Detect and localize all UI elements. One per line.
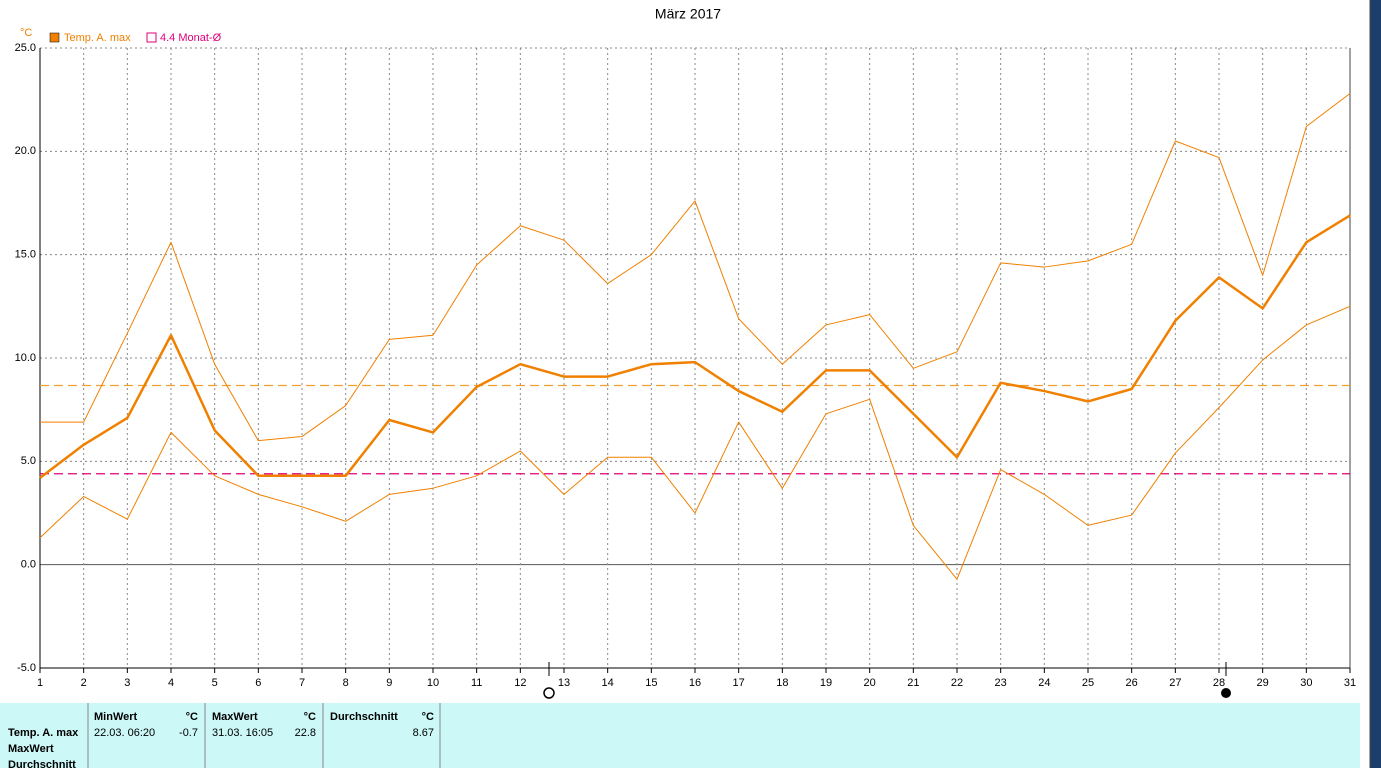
row-label: Durchschnitt <box>8 759 76 768</box>
range-line <box>39 305 1351 580</box>
column-header: MinWert <box>94 711 138 723</box>
x-tick-label: 3 <box>124 677 130 689</box>
x-tick-label: 1 <box>37 677 43 689</box>
table-background <box>0 703 1360 768</box>
moon-symbol <box>543 687 555 699</box>
range-line <box>40 93 1351 442</box>
x-tick-label: 20 <box>864 677 876 689</box>
y-tick-label: 10.0 <box>15 352 36 364</box>
x-tick-label: 13 <box>558 677 570 689</box>
x-tick-label: 25 <box>1082 677 1094 689</box>
x-tick-label: 31 <box>1344 677 1356 689</box>
x-tick-label: 21 <box>907 677 919 689</box>
legend-label: 4.4 Monat-Ø <box>160 32 222 44</box>
y-tick-label: 0.0 <box>21 559 36 571</box>
row-label: MaxWert <box>8 743 54 755</box>
legend-swatch <box>146 32 157 43</box>
x-tick-label: 18 <box>776 677 788 689</box>
cell-value: 8.67 <box>413 727 434 739</box>
x-tick-label: 29 <box>1257 677 1269 689</box>
x-tick-label: 30 <box>1300 677 1312 689</box>
column-unit: °C <box>304 711 316 723</box>
y-tick-label: 15.0 <box>15 249 36 261</box>
x-tick-label: 5 <box>212 677 218 689</box>
x-tick-label: 8 <box>343 677 349 689</box>
chart-title: März 2017 <box>655 6 721 22</box>
y-tick-label: 20.0 <box>15 145 36 157</box>
x-tick-label: 22 <box>951 677 963 689</box>
cell-time: 22.03. 06:20 <box>94 727 155 739</box>
x-tick-label: 15 <box>645 677 657 689</box>
column-header: Durchschnitt <box>330 711 398 723</box>
legend-label: Temp. A. max <box>64 32 131 44</box>
x-tick-label: 28 <box>1213 677 1225 689</box>
x-tick-label: 16 <box>689 677 701 689</box>
x-tick-label: 23 <box>995 677 1007 689</box>
y-tick-label: -5.0 <box>17 662 36 674</box>
window-border <box>1360 0 1370 768</box>
x-tick-label: 27 <box>1169 677 1181 689</box>
x-tick-label: 7 <box>299 677 305 689</box>
y-tick-label: 5.0 <box>21 455 36 467</box>
x-tick-label: 14 <box>602 677 614 689</box>
cell-time: 31.03. 16:05 <box>212 727 273 739</box>
stats-table: Temp. A. max MaxWert Durchschnitt MinWer… <box>8 703 441 768</box>
column-header: MaxWert <box>212 711 258 723</box>
x-tick-label: 19 <box>820 677 832 689</box>
main-line <box>39 214 1351 479</box>
y-unit: °C <box>20 27 32 39</box>
x-tick-label: 4 <box>168 677 174 689</box>
cell-value: 22.8 <box>295 727 316 739</box>
y-tick-label: 25.0 <box>15 42 36 54</box>
column-unit: °C <box>422 711 434 723</box>
x-tick-label: 10 <box>427 677 439 689</box>
plot: -5.00.05.010.015.020.025.01 2 3 4 5 6 7 8 9 10 11 1… <box>15 32 1357 689</box>
moon-symbol <box>1221 688 1231 698</box>
x-tick-label: 11 <box>471 677 482 689</box>
x-tick-label: 6 <box>255 677 261 689</box>
legend-swatch <box>49 32 60 43</box>
cell-value: -0.7 <box>179 727 198 739</box>
x-tick-label: 2 <box>81 677 87 689</box>
x-tick-label: 26 <box>1126 677 1138 689</box>
x-tick-label: 17 <box>733 677 745 689</box>
x-tick-label: 9 <box>386 677 392 689</box>
x-tick-label: 12 <box>514 677 526 689</box>
x-tick-label: 24 <box>1038 677 1050 689</box>
column-unit: °C <box>186 711 198 723</box>
row-label: Temp. A. max <box>8 727 79 739</box>
